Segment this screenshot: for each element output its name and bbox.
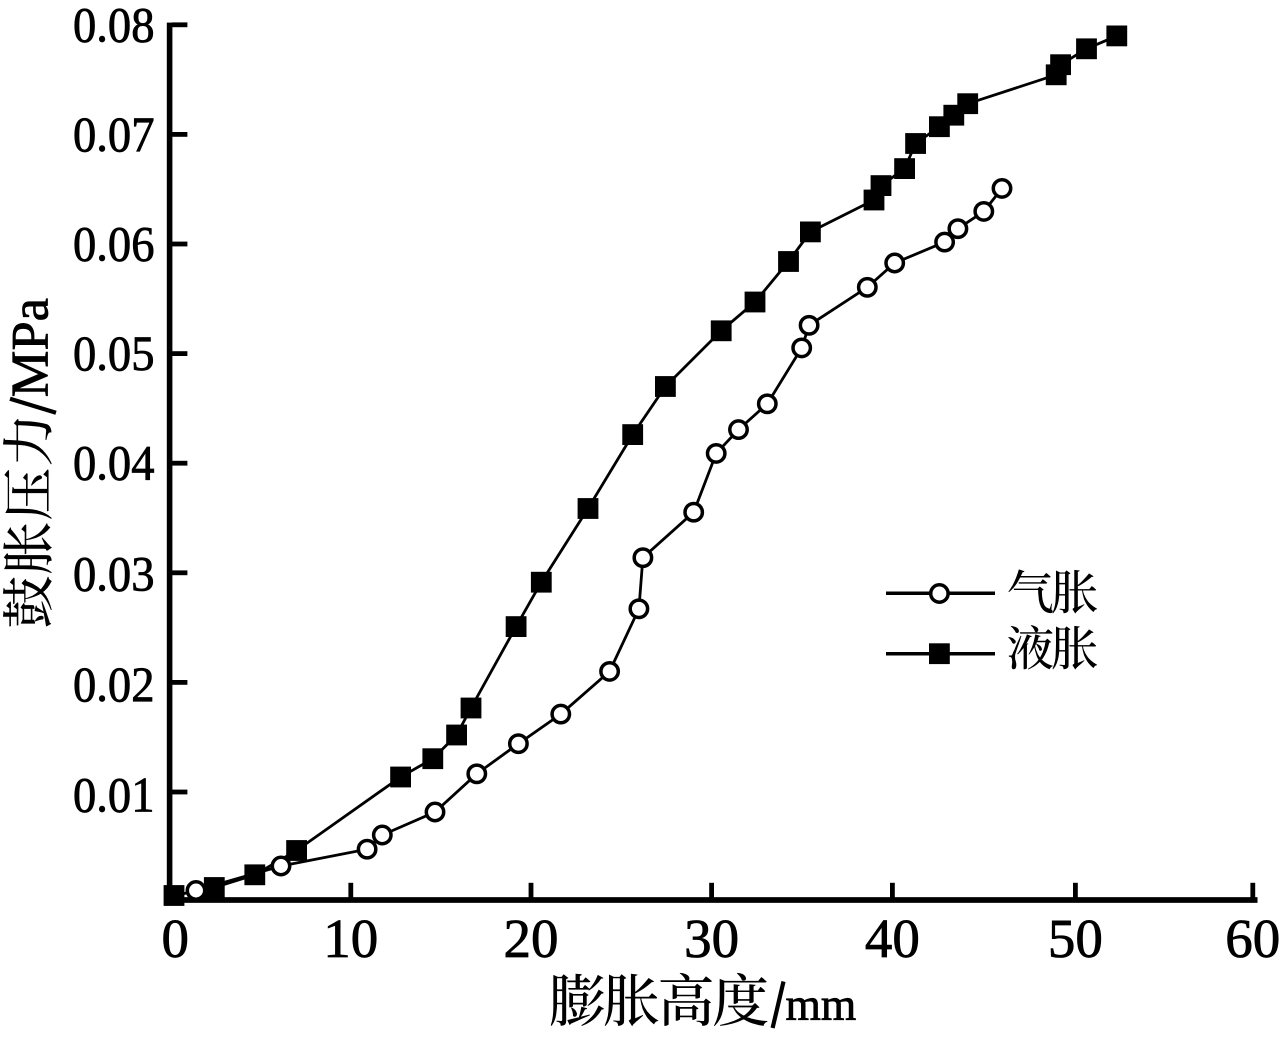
svg-text:10: 10 — [323, 908, 378, 969]
svg-text:MPa: MPa — [2, 298, 60, 397]
svg-text:0.08: 0.08 — [73, 0, 155, 52]
svg-text:0: 0 — [161, 908, 189, 969]
svg-text:50: 50 — [1048, 908, 1103, 969]
svg-text:0.02: 0.02 — [73, 657, 155, 712]
svg-text:20: 20 — [504, 908, 559, 969]
svg-text:0.07: 0.07 — [73, 107, 155, 162]
svg-text:40: 40 — [865, 908, 920, 969]
svg-text:0.03: 0.03 — [73, 546, 155, 601]
svg-text:0.05: 0.05 — [73, 326, 155, 381]
svg-text:0.04: 0.04 — [73, 436, 155, 491]
svg-text:30: 30 — [684, 908, 739, 969]
svg-text:mm: mm — [786, 979, 857, 1030]
svg-text:0.01: 0.01 — [73, 768, 155, 823]
svg-text:0.06: 0.06 — [73, 217, 155, 272]
svg-text:60: 60 — [1225, 908, 1280, 969]
